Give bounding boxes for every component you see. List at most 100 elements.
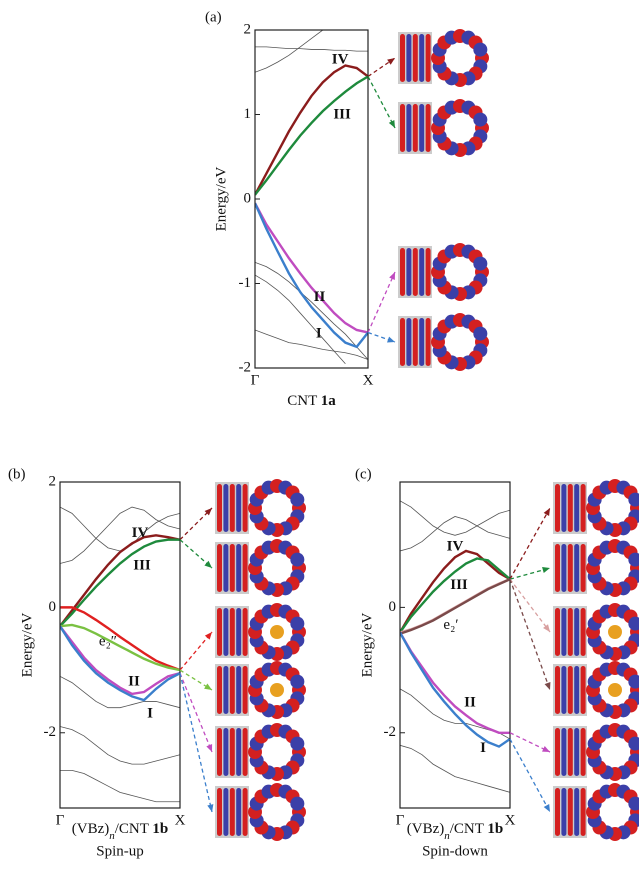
lobe <box>230 666 235 714</box>
arrow-head <box>204 683 212 690</box>
lobe <box>236 484 241 532</box>
lobe <box>473 113 487 127</box>
arrow-head <box>207 804 213 812</box>
lobe <box>568 666 573 714</box>
lobe <box>473 327 487 341</box>
lobe <box>290 737 304 751</box>
lobe <box>223 544 228 592</box>
band-line <box>255 65 368 194</box>
x-axis-label-part: /CNT <box>450 821 488 837</box>
panel-label: (c) <box>355 466 372 482</box>
lobe <box>561 484 566 532</box>
band-line <box>255 30 323 72</box>
arrow-head <box>387 58 395 65</box>
lobe <box>581 608 586 656</box>
lobe <box>574 544 579 592</box>
lobe <box>217 728 222 776</box>
band-line <box>60 727 180 765</box>
lobe <box>574 666 579 714</box>
lobe <box>400 104 405 152</box>
ring-core <box>264 495 290 521</box>
lobe <box>413 318 418 366</box>
x-axis-label: (VBz)n/CNT 1b <box>407 821 504 841</box>
lobe <box>236 728 241 776</box>
lobe <box>555 608 560 656</box>
lobe <box>217 788 222 836</box>
lobe <box>290 617 304 631</box>
lobe <box>406 34 411 82</box>
lobe <box>561 666 566 714</box>
arrow <box>510 579 550 632</box>
y-tick-label: 0 <box>389 599 397 615</box>
lobe <box>426 248 431 296</box>
orbital-image <box>215 479 306 537</box>
ring-core <box>264 799 290 825</box>
band-label: I <box>480 740 486 756</box>
x-axis-label-part: CNT <box>287 393 320 409</box>
arrow <box>368 272 395 333</box>
lobe <box>217 666 222 714</box>
y-tick-label: -1 <box>239 275 252 291</box>
arrow-head <box>204 561 212 568</box>
y-tick-label: 2 <box>244 21 252 37</box>
plot-frame <box>255 30 368 368</box>
lobe <box>568 608 573 656</box>
lobe <box>473 43 487 57</box>
ring-core <box>602 495 628 521</box>
lobe <box>574 484 579 532</box>
band-label: III <box>450 577 468 593</box>
lobe <box>426 104 431 152</box>
band-label: e₂′ <box>443 617 458 633</box>
lobe <box>223 484 228 532</box>
ring-core <box>602 555 628 581</box>
lobe <box>223 788 228 836</box>
x-tick-label: Γ <box>56 812 65 828</box>
lobe <box>581 484 586 532</box>
lobe <box>568 484 573 532</box>
lobe <box>581 728 586 776</box>
band-line <box>60 607 180 670</box>
lobe <box>555 788 560 836</box>
ring-core <box>602 799 628 825</box>
lobe <box>419 248 424 296</box>
ring-core <box>447 329 473 355</box>
orbital-image <box>398 313 489 371</box>
x-axis-label-part: 1b <box>487 821 503 837</box>
lobe <box>243 666 248 714</box>
y-tick-label: -2 <box>44 724 57 740</box>
orbital-image <box>215 783 306 841</box>
band-label: IV <box>332 52 349 68</box>
lobe <box>236 788 241 836</box>
ring-core <box>447 115 473 141</box>
lobe <box>473 257 487 271</box>
lobe <box>581 666 586 714</box>
x-axis-label-part: 1b <box>152 821 168 837</box>
arrow <box>368 76 395 128</box>
lobe <box>581 788 586 836</box>
ring-core <box>447 45 473 71</box>
lobe <box>574 608 579 656</box>
y-tick-label: -2 <box>239 359 252 375</box>
lobe <box>419 318 424 366</box>
center-orbital <box>270 625 284 639</box>
lobe <box>243 788 248 836</box>
orbital-image <box>215 603 306 661</box>
x-axis-label-part: (VBz) <box>407 821 445 837</box>
panel-label: (b) <box>8 466 26 482</box>
y-axis-label: Energy/eV <box>359 612 375 677</box>
lobe <box>413 34 418 82</box>
lobe <box>230 484 235 532</box>
lobe <box>555 484 560 532</box>
arrow-head <box>544 804 550 812</box>
band-line <box>255 47 368 51</box>
band-label: I <box>316 325 322 341</box>
band-label: IV <box>132 525 149 541</box>
plot-frame <box>400 482 510 808</box>
figure: (a)-2-1012ΓXEnergy/eVCNT 1aIVIIIIII(b)-2… <box>0 0 639 870</box>
x-tick-label: X <box>363 372 374 388</box>
arrow-head <box>206 744 212 752</box>
band-label: IV <box>447 539 464 555</box>
band-label: II <box>128 673 140 689</box>
lobe <box>400 318 405 366</box>
lobe <box>413 104 418 152</box>
